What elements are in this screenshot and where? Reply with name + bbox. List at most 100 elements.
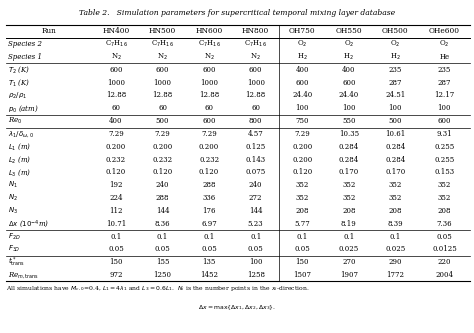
Text: 0.1: 0.1 <box>297 232 308 240</box>
Text: 240: 240 <box>249 181 263 189</box>
Text: $T_2$ (K): $T_2$ (K) <box>8 65 30 75</box>
Text: 550: 550 <box>342 117 356 125</box>
Text: 272: 272 <box>249 194 263 202</box>
Text: OH750: OH750 <box>289 27 316 35</box>
Text: 7.29: 7.29 <box>294 130 310 138</box>
Text: 1452: 1452 <box>200 271 218 279</box>
Text: All simulations have $M_{c,0}$=0.4, $L_1 = 4\lambda_1$ and $L_3 = 0.6L_1$.  $N_i: All simulations have $M_{c,0}$=0.4, $L_1… <box>6 285 309 293</box>
Text: $p_0$ (atm): $p_0$ (atm) <box>8 103 38 114</box>
Text: 290: 290 <box>389 258 402 266</box>
Text: 1507: 1507 <box>293 271 311 279</box>
Text: 0.200: 0.200 <box>292 156 312 164</box>
Text: 352: 352 <box>438 194 451 202</box>
Text: 0.255: 0.255 <box>434 156 455 164</box>
Text: 1907: 1907 <box>340 271 358 279</box>
Text: 220: 220 <box>438 258 451 266</box>
Text: 100: 100 <box>295 104 309 112</box>
Text: 352: 352 <box>342 181 356 189</box>
Text: 1258: 1258 <box>246 271 264 279</box>
Text: 0.284: 0.284 <box>338 143 359 151</box>
Text: H$_2$: H$_2$ <box>390 52 401 62</box>
Text: 7.29: 7.29 <box>155 130 171 138</box>
Text: $N_2$: $N_2$ <box>8 193 18 203</box>
Text: 208: 208 <box>389 207 402 215</box>
Text: $\lambda_1/\delta_{\omega,0}$: $\lambda_1/\delta_{\omega,0}$ <box>8 129 34 139</box>
Text: 500: 500 <box>156 117 169 125</box>
Text: 12.88: 12.88 <box>153 92 173 100</box>
Text: 224: 224 <box>109 194 123 202</box>
Text: 352: 352 <box>342 194 356 202</box>
Text: Species 2: Species 2 <box>8 40 42 48</box>
Text: 1000: 1000 <box>107 79 125 87</box>
Text: 336: 336 <box>202 194 216 202</box>
Text: 135: 135 <box>202 258 216 266</box>
Text: 0.170: 0.170 <box>338 168 359 176</box>
Text: 7.29: 7.29 <box>201 130 217 138</box>
Text: 60: 60 <box>111 104 120 112</box>
Text: 800: 800 <box>249 117 263 125</box>
Text: $N_1$: $N_1$ <box>8 180 18 190</box>
Text: 0.120: 0.120 <box>199 168 219 176</box>
Text: O$_2$: O$_2$ <box>439 39 450 49</box>
Text: N$_2$: N$_2$ <box>157 52 168 62</box>
Text: Run: Run <box>42 27 56 35</box>
Text: 352: 352 <box>295 194 309 202</box>
Text: 750: 750 <box>295 117 309 125</box>
Text: 1000: 1000 <box>200 79 218 87</box>
Text: $L_1$ (m): $L_1$ (m) <box>8 142 31 152</box>
Text: 0.125: 0.125 <box>246 143 266 151</box>
Text: 600: 600 <box>202 66 216 74</box>
Text: 1250: 1250 <box>154 271 172 279</box>
Text: 400: 400 <box>109 117 123 125</box>
Text: 235: 235 <box>389 66 402 74</box>
Text: N$_2$: N$_2$ <box>204 52 215 62</box>
Text: OH550: OH550 <box>336 27 362 35</box>
Text: 8.36: 8.36 <box>155 220 170 228</box>
Text: 208: 208 <box>438 207 451 215</box>
Text: 600: 600 <box>249 66 263 74</box>
Text: 600: 600 <box>438 117 451 125</box>
Text: 60: 60 <box>205 104 214 112</box>
Text: 10.71: 10.71 <box>106 220 126 228</box>
Text: 0.1: 0.1 <box>157 232 168 240</box>
Text: OH500: OH500 <box>382 27 409 35</box>
Text: 208: 208 <box>342 207 356 215</box>
Text: 0.120: 0.120 <box>106 168 126 176</box>
Text: 0.143: 0.143 <box>246 156 266 164</box>
Text: C$_7$H$_{16}$: C$_7$H$_{16}$ <box>151 39 174 49</box>
Text: 60: 60 <box>251 104 260 112</box>
Text: 100: 100 <box>389 104 402 112</box>
Text: 600: 600 <box>342 79 356 87</box>
Text: 352: 352 <box>389 181 402 189</box>
Text: 150: 150 <box>295 258 309 266</box>
Text: 155: 155 <box>156 258 169 266</box>
Text: 352: 352 <box>438 181 451 189</box>
Text: $N_3$: $N_3$ <box>8 206 18 216</box>
Text: 12.88: 12.88 <box>199 92 219 100</box>
Text: N$_2$: N$_2$ <box>110 52 121 62</box>
Text: HN500: HN500 <box>149 27 176 35</box>
Text: 100: 100 <box>342 104 356 112</box>
Text: 972: 972 <box>109 271 123 279</box>
Text: 0.05: 0.05 <box>108 245 124 253</box>
Text: N$_2$: N$_2$ <box>250 52 261 62</box>
Text: 0.05: 0.05 <box>437 232 452 240</box>
Text: HN400: HN400 <box>102 27 129 35</box>
Text: 400: 400 <box>295 66 309 74</box>
Text: 287: 287 <box>389 79 402 87</box>
Text: 5.23: 5.23 <box>248 220 264 228</box>
Text: 0.200: 0.200 <box>199 143 219 151</box>
Text: HN800: HN800 <box>242 27 269 35</box>
Text: 0.120: 0.120 <box>292 168 312 176</box>
Text: 0.075: 0.075 <box>246 168 266 176</box>
Text: 144: 144 <box>249 207 263 215</box>
Text: 0.120: 0.120 <box>153 168 173 176</box>
Text: 4.57: 4.57 <box>248 130 264 138</box>
Text: 270: 270 <box>342 258 356 266</box>
Text: 0.05: 0.05 <box>155 245 171 253</box>
Text: Table 2.   Simulation parameters for supercritical temporal mixing layer databas: Table 2. Simulation parameters for super… <box>79 9 395 17</box>
Text: 352: 352 <box>295 181 309 189</box>
Text: 0.200: 0.200 <box>292 143 312 151</box>
Text: 176: 176 <box>202 207 216 215</box>
Text: 400: 400 <box>342 66 356 74</box>
